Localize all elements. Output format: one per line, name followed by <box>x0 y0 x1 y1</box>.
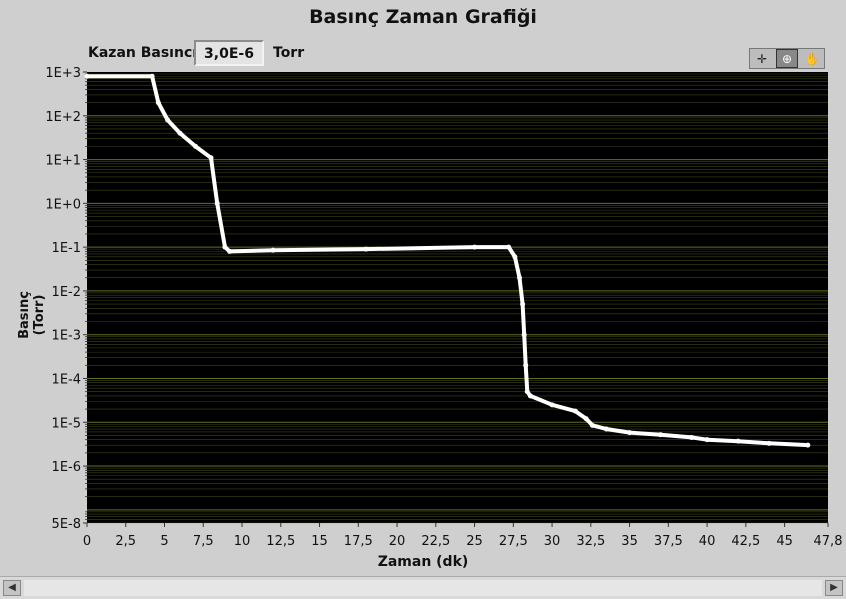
data-point <box>270 247 276 253</box>
y-tick-label: 1E-6 <box>52 460 81 475</box>
data-point <box>805 442 811 448</box>
y-axis-ticks: 1E+3 1E+2 1E+1 1E+0 1E-1 1E-2 1E-3 1E-4 1E-5 1E-6… <box>45 66 87 532</box>
data-point <box>766 440 772 446</box>
x-tick-label: 42,5 <box>731 534 760 549</box>
y-tick-label: 1E-2 <box>52 285 81 300</box>
data-point <box>222 244 228 250</box>
gauge-value-display: 3,0E-6 <box>194 40 264 66</box>
data-point <box>583 416 589 422</box>
data-point <box>214 200 220 206</box>
data-point <box>523 362 529 368</box>
data-point <box>735 438 741 444</box>
scroll-left-icon[interactable]: ◀ <box>3 580 21 596</box>
x-axis-ticks: 0 2,5 5 7,5 10 12,5 15 17,5 20 22,5 25 27,5 30 32,5 35… <box>83 523 843 549</box>
data-point <box>193 143 199 149</box>
x-tick-label: 35 <box>621 534 638 549</box>
x-tick-label: 10 <box>234 534 251 549</box>
y-tick-label: 1E+3 <box>45 66 81 81</box>
y-tick-label: 1E-4 <box>52 372 81 387</box>
crosshair-icon[interactable]: ✛ <box>756 51 768 66</box>
data-point <box>149 73 155 79</box>
x-tick-label: 45 <box>776 534 793 549</box>
x-tick-label: 20 <box>389 534 406 549</box>
data-point <box>589 422 595 428</box>
x-tick-label: 15 <box>311 534 328 549</box>
y-axis-label: Basınç (Torr) <box>17 291 47 339</box>
x-tick-label: 22,5 <box>421 534 450 549</box>
x-tick-label: 12,5 <box>266 534 295 549</box>
data-point <box>155 100 161 106</box>
data-point <box>363 246 369 252</box>
data-point <box>517 275 523 281</box>
data-point <box>177 130 183 136</box>
y-tick-label: 5E-8 <box>52 517 81 532</box>
chart-title: Basınç Zaman Grafiği <box>309 6 537 28</box>
horizontal-scrollbar[interactable]: ◀ ▶ <box>0 576 846 599</box>
data-point <box>165 117 171 123</box>
data-point <box>208 155 214 161</box>
y-tick-label: 1E+0 <box>45 197 81 212</box>
hand-icon[interactable]: ✋ <box>804 51 820 66</box>
gauge-unit: Torr <box>273 45 305 61</box>
data-point <box>603 426 609 432</box>
zoom-icon[interactable]: ⊕ <box>776 49 798 68</box>
x-tick-label: 27,5 <box>499 534 528 549</box>
data-point <box>524 389 530 395</box>
data-point <box>549 402 555 408</box>
series-group <box>84 73 811 448</box>
data-point <box>572 408 578 414</box>
x-tick-label: 0 <box>83 534 91 549</box>
x-tick-label: 32,5 <box>576 534 605 549</box>
data-point <box>527 393 533 399</box>
data-point <box>658 432 664 438</box>
x-tick-label: 40 <box>699 534 716 549</box>
x-tick-label: 47,8 <box>814 534 843 549</box>
data-point <box>689 434 695 440</box>
grid-lines <box>87 73 828 524</box>
data-point <box>627 430 633 436</box>
data-point <box>520 301 526 307</box>
x-axis-label: Zaman (dk) <box>377 554 469 570</box>
y-tick-label: 1E+1 <box>45 154 81 169</box>
x-tick-label: 7,5 <box>193 534 214 549</box>
scroll-track[interactable] <box>24 580 822 596</box>
y-tick-label: 1E-1 <box>52 241 81 256</box>
data-point <box>227 248 233 254</box>
data-point <box>521 332 527 338</box>
scroll-right-icon[interactable]: ▶ <box>825 580 843 596</box>
data-point <box>84 73 90 79</box>
y-tick-label: 1E-3 <box>52 329 81 344</box>
graph-palette: ✛ ⊕ ✋ <box>749 48 825 69</box>
x-tick-label: 37,5 <box>654 534 683 549</box>
x-tick-label: 30 <box>544 534 561 549</box>
x-tick-label: 5 <box>160 534 168 549</box>
data-point <box>704 437 710 443</box>
y-tick-label: 1E-5 <box>52 416 81 431</box>
x-tick-label: 17,5 <box>344 534 373 549</box>
gauge-label: Kazan Basıncı <box>88 45 198 61</box>
y-tick-label: 1E+2 <box>45 110 81 125</box>
x-tick-label: 25 <box>466 534 483 549</box>
data-point <box>472 244 478 250</box>
data-point <box>512 254 518 260</box>
x-tick-label: 2,5 <box>115 534 136 549</box>
data-point <box>506 244 512 250</box>
